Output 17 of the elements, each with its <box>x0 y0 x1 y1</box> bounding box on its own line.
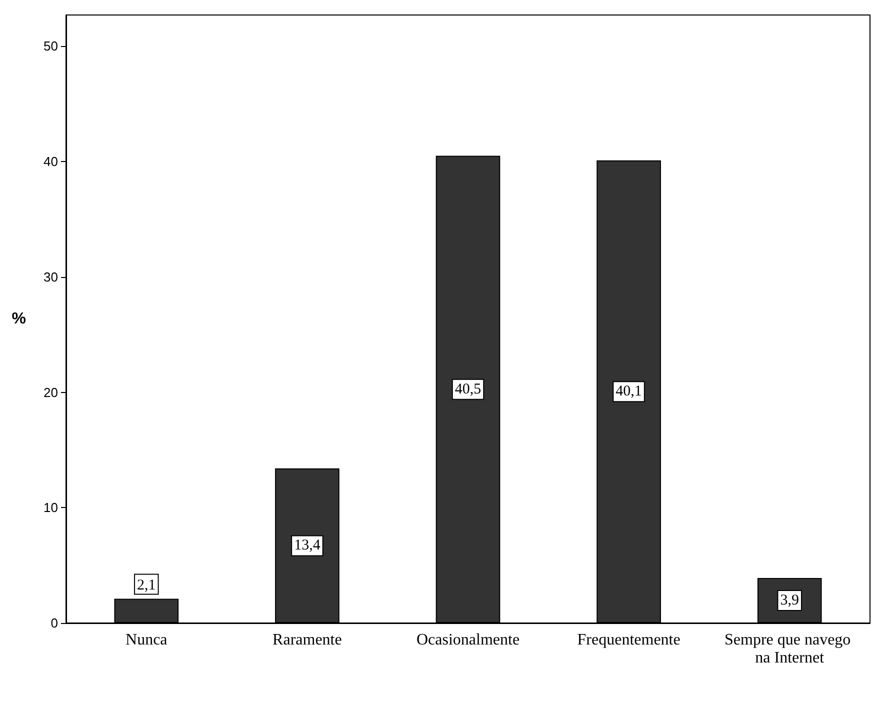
data-label: 40,5 <box>454 381 482 398</box>
data-label: 40,1 <box>616 384 642 400</box>
x-tick-label: Raramente <box>272 632 342 648</box>
y-tick-label: 40 <box>44 154 58 170</box>
data-label: 3,9 <box>780 592 799 609</box>
y-tick-label: 0 <box>50 616 58 630</box>
y-tick-label: 10 <box>44 500 58 516</box>
x-tick-label: Ocasionalmente <box>416 632 520 648</box>
data-label: 2,1 <box>137 577 156 594</box>
x-tick-label: Frequentemente <box>577 632 680 648</box>
y-tick-label: 50 <box>44 38 58 54</box>
data-label: 13,4 <box>294 538 321 554</box>
y-axis-title: % <box>12 310 26 328</box>
x-tick-label: Sempre que navego na Internet <box>724 632 855 666</box>
x-tick-label: Nunca <box>126 632 168 648</box>
y-tick-label: 30 <box>44 269 58 284</box>
y-tick-label: 20 <box>44 384 58 400</box>
